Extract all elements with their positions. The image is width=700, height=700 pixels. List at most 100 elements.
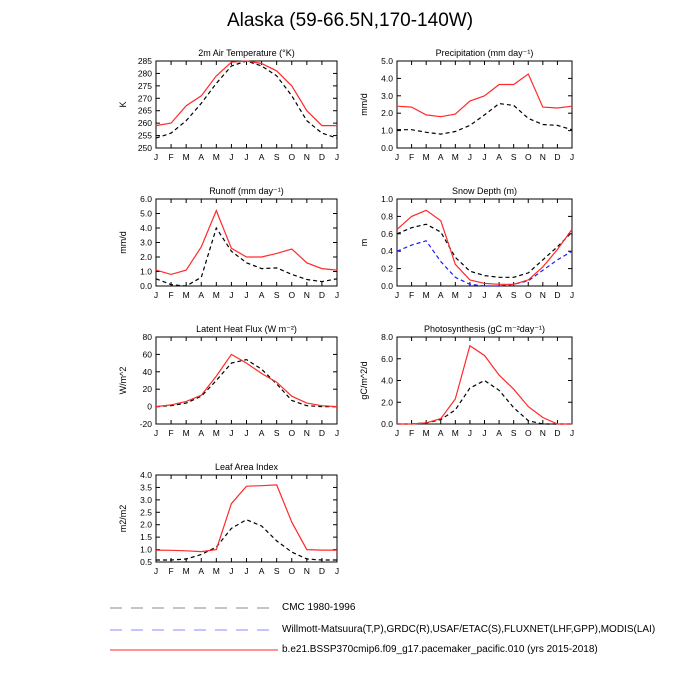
series-line-cmc: [397, 379, 572, 425]
series-line-model: [155, 209, 338, 276]
x-tick-label: J: [154, 566, 158, 576]
x-tick-label: M: [452, 290, 459, 300]
x-tick-label: J: [395, 290, 399, 300]
x-tick-label: M: [183, 428, 190, 438]
series-line-model: [155, 60, 337, 127]
y-tick-label: 3.5: [140, 482, 152, 492]
x-tick-label: D: [554, 290, 560, 300]
x-tick-label: M: [213, 152, 220, 162]
x-tick-label: M: [423, 290, 430, 300]
series-line-model: [396, 73, 573, 118]
x-tick-label: D: [319, 290, 325, 300]
y-tick-label: 1.0: [140, 545, 152, 555]
series-line-model: [397, 344, 572, 425]
y-tick-label: 0.4: [381, 246, 393, 256]
y-tick-label: 6.0: [381, 354, 393, 364]
y-tick-label: 3.0: [381, 91, 393, 101]
series-line-cmc: [396, 223, 573, 278]
plot-frame: [396, 336, 573, 425]
y-tick-label: 0.6: [381, 229, 393, 239]
x-tick-label: S: [511, 428, 517, 438]
y-tick-label: 0.0: [381, 143, 393, 153]
x-tick-label: N: [540, 152, 546, 162]
x-tick-label: J: [244, 566, 248, 576]
figure-title: Alaska (59-66.5N,170-140W): [226, 10, 474, 31]
x-tick-label: J: [244, 152, 248, 162]
x-tick-label: J: [395, 152, 399, 162]
y-tick-label: 2.0: [381, 108, 393, 118]
x-tick-label: J: [244, 290, 248, 300]
y-axis-label: K: [118, 101, 128, 107]
x-tick-label: A: [198, 566, 204, 576]
y-axis-label: m: [359, 239, 369, 247]
y-tick-label: 4.0: [140, 470, 152, 480]
series-line-cmc: [155, 358, 337, 408]
x-tick-label: F: [409, 152, 414, 162]
x-tick-label: M: [452, 428, 459, 438]
x-tick-label: S: [511, 152, 517, 162]
x-tick-label: J: [229, 428, 233, 438]
y-tick-label: 250: [138, 143, 152, 153]
y-tick-label: 0.0: [140, 281, 152, 291]
y-axis-label: mm/d: [359, 93, 369, 116]
series-line-model: [155, 484, 337, 553]
y-tick-label: 1.0: [140, 267, 152, 277]
panel-0: 2m Air Temperature (°K) K 250 255 260 265 270 2…: [118, 48, 339, 162]
y-tick-label: 1.5: [140, 532, 152, 542]
x-tick-label: A: [438, 428, 444, 438]
plot-frame: [155, 474, 338, 563]
y-tick-label: 4.0: [140, 223, 152, 233]
x-tick-label: J: [468, 290, 472, 300]
x-tick-label: D: [319, 428, 325, 438]
x-tick-label: M: [183, 290, 190, 300]
x-tick-label: F: [168, 428, 173, 438]
x-tick-label: J: [229, 152, 233, 162]
panel-3: Snow Depth (m)m0.00.20.40.60.81.0J F M A M J J…: [359, 186, 574, 300]
series-line-cmc: [155, 60, 338, 139]
x-tick-label: J: [154, 152, 158, 162]
x-tick-label: N: [540, 428, 546, 438]
x-tick-label: D: [319, 152, 325, 162]
y-tick-label: 280: [138, 68, 152, 78]
y-tick-label: 2.0: [140, 520, 152, 530]
x-tick-label: A: [496, 152, 502, 162]
y-tick-label: 5.0: [381, 56, 393, 66]
x-tick-label: F: [168, 566, 173, 576]
panel-2: Runoff (mm day⁻¹) mm/d 0.0 1.0 2.0 3.0 4.0 5.0 6…: [118, 186, 339, 300]
x-tick-label: M: [213, 290, 220, 300]
y-tick-label: 275: [138, 81, 152, 91]
x-tick-label: M: [423, 152, 430, 162]
panel-4: Latent Heat Flux (W m⁻²) W/m^2 -20 0 20 40 60 8…: [118, 324, 339, 438]
x-tick-label: D: [319, 566, 325, 576]
panel-title: Snow Depth (m): [452, 186, 517, 196]
x-tick-label: M: [183, 152, 190, 162]
y-axis-label: gC/m^2/d: [359, 361, 369, 399]
y-tick-label: 1.0: [381, 126, 393, 136]
y-tick-label: 2.5: [140, 507, 152, 517]
x-tick-label: J: [570, 428, 574, 438]
y-tick-label: 40: [143, 367, 153, 377]
y-tick-label: 0.5: [140, 557, 152, 567]
y-tick-label: 60: [143, 349, 153, 359]
y-tick-label: 8.0: [381, 332, 393, 342]
x-tick-label: F: [409, 290, 414, 300]
plot-frame: [396, 60, 573, 149]
y-tick-label: 6.0: [140, 194, 152, 204]
plot-frame: [155, 60, 338, 149]
y-tick-label: 0.2: [381, 264, 393, 274]
x-tick-label: M: [213, 428, 220, 438]
x-tick-label: A: [496, 428, 502, 438]
panel-title: 2m Air Temperature (°K): [198, 48, 294, 58]
y-tick-label: -20: [140, 419, 153, 429]
x-tick-label: O: [525, 428, 532, 438]
x-tick-label: J: [482, 290, 486, 300]
x-tick-label: F: [409, 428, 414, 438]
x-tick-label: J: [570, 152, 574, 162]
x-tick-label: M: [423, 428, 430, 438]
y-tick-label: 3.0: [140, 238, 152, 248]
panel-1: Precipitation (mm day⁻¹) mm/d 0.0 1.0 2.0 3.0…: [359, 48, 574, 162]
y-tick-label: 270: [138, 93, 152, 103]
y-tick-label: 0: [147, 402, 152, 412]
x-tick-label: S: [274, 428, 280, 438]
x-tick-label: N: [304, 428, 310, 438]
